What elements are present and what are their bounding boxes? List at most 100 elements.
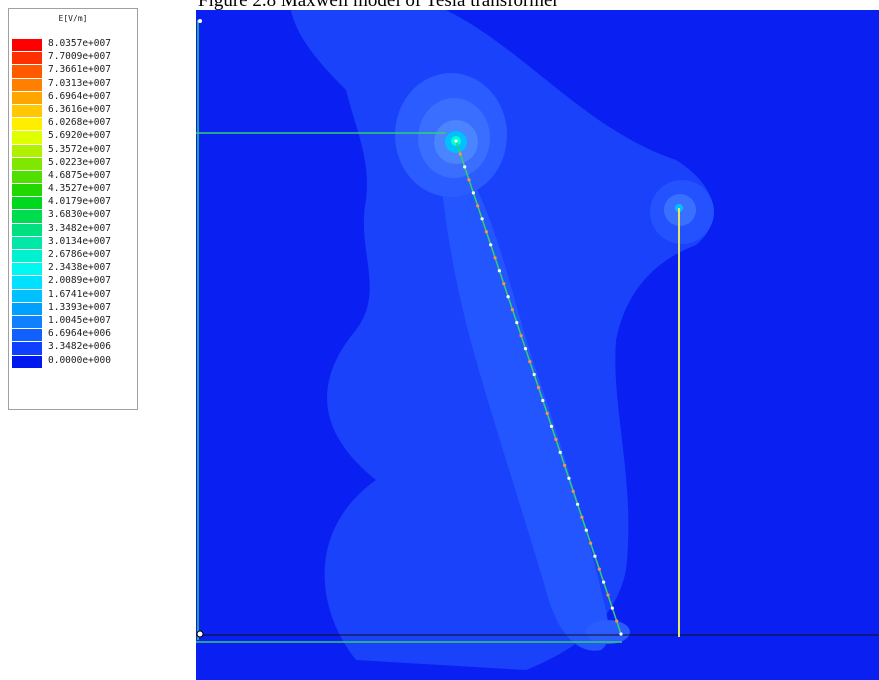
coil-turn: [489, 243, 493, 247]
legend-label: 0.0000e+000: [48, 354, 111, 366]
legend-title: E[V/m]: [58, 14, 88, 23]
figure-caption: Figure 2.8 Maxwell model of Tesla transf…: [198, 0, 559, 11]
coil-turn: [497, 269, 501, 273]
legend-label: 1.3393e+007: [48, 301, 111, 313]
legend-label: 4.3527e+007: [48, 183, 111, 195]
legend-label: 5.6920e+007: [48, 130, 111, 142]
legend-swatch: [12, 39, 42, 52]
coil-turn: [502, 282, 506, 286]
field-plot[interactable]: [196, 10, 879, 680]
coil-turn: [463, 165, 467, 169]
coil-turn: [589, 541, 593, 545]
coil-turn: [576, 502, 580, 506]
legend-label: 5.3572e+007: [48, 143, 111, 155]
field-plot-svg: [196, 10, 879, 670]
coil-turn: [602, 580, 606, 584]
coil-turn: [519, 334, 523, 338]
legend-swatch: [12, 91, 42, 104]
coil-turn: [523, 347, 528, 351]
legend-label: 4.6875e+007: [48, 169, 111, 181]
coil-turn: [580, 515, 584, 519]
legend-label: 4.0179e+007: [48, 196, 111, 208]
legend-label: 1.0045e+007: [48, 314, 111, 326]
legend-swatch: [12, 65, 42, 78]
legend-swatch: [12, 263, 42, 276]
legend-label: 3.6830e+007: [48, 209, 111, 221]
coil-turn: [454, 139, 458, 143]
legend-swatch: [12, 78, 42, 91]
coil-turn: [619, 632, 623, 636]
coil-turn: [567, 476, 571, 480]
coil-turn: [536, 385, 541, 390]
coil-turn: [493, 256, 497, 260]
legend-swatch: [12, 223, 42, 236]
coil-turn: [593, 554, 597, 558]
legend-label: 3.0134e+007: [48, 235, 111, 247]
coil-turn: [484, 230, 488, 234]
coil-turn: [510, 308, 514, 312]
legend-label: 8.0357e+007: [48, 38, 111, 49]
legend-swatch: [12, 289, 42, 302]
origin-marker: [196, 630, 204, 638]
legend-label: 6.6964e+007: [48, 90, 111, 102]
coil-turn: [528, 360, 532, 364]
legend-label: 6.3616e+007: [48, 103, 111, 115]
legend-swatch: [12, 118, 42, 131]
legend-label: 1.6741e+007: [48, 288, 111, 300]
top-marker: [198, 19, 202, 23]
coil-turn: [549, 424, 554, 428]
coil-turn: [606, 593, 610, 597]
coil-turn: [532, 372, 536, 377]
coil-turn: [545, 411, 549, 415]
coil-turn: [480, 217, 484, 221]
legend-label: 5.0223e+007: [48, 156, 111, 168]
contour-base: [586, 620, 630, 644]
legend-swatch: [12, 342, 42, 355]
legend-label: 6.0268e+007: [48, 117, 111, 129]
legend-label: 3.3482e+007: [48, 222, 111, 234]
coil-turn: [467, 178, 471, 182]
legend-label: 6.6964e+006: [48, 328, 111, 340]
field-legend: E[V/m] 8.0357e+007 7.7009e+007 7.3661e+007…: [8, 8, 138, 410]
legend-label: 2.6786e+007: [48, 249, 111, 260]
legend-swatch: [12, 329, 42, 342]
legend-swatch: [12, 210, 42, 223]
coil-turn: [458, 152, 462, 156]
coil-turn: [506, 295, 510, 299]
legend-swatch: [12, 197, 42, 210]
legend-swatch: [12, 131, 42, 144]
legend-swatch: [12, 302, 42, 315]
legend-swatch: [12, 250, 42, 263]
coil-turn: [471, 191, 475, 195]
legend-label: 7.3661e+007: [48, 64, 111, 76]
coil-turn: [597, 567, 601, 571]
legend-label: 7.7009e+007: [48, 51, 111, 63]
coil-turn: [584, 528, 588, 532]
legend-swatch: [12, 52, 42, 65]
legend-swatch: [12, 184, 42, 197]
coil-turn: [515, 321, 519, 325]
legend-swatch: [12, 276, 42, 289]
legend-swatches: [12, 39, 42, 369]
coil-turn: [554, 437, 558, 441]
legend-label: 7.0313e+007: [48, 77, 111, 89]
legend-label: 2.0089e+007: [48, 275, 111, 287]
coil-turn: [610, 606, 614, 610]
legend-swatch: [12, 355, 42, 368]
coil-turn: [541, 398, 545, 403]
legend-labels: 8.0357e+007 7.7009e+007 7.3661e+007 7.0313e…: [48, 39, 111, 369]
coil-turn: [558, 450, 562, 454]
field-region-inner: [411, 105, 609, 651]
coil-turn: [571, 489, 575, 493]
legend-swatch: [12, 236, 42, 249]
legend-swatch: [12, 315, 42, 329]
legend-label: 3.3482e+006: [48, 341, 111, 353]
legend-swatch: [12, 104, 42, 118]
coil-turn: [476, 204, 480, 208]
legend-swatch: [12, 144, 42, 157]
legend-label: 2.3438e+007: [48, 262, 111, 274]
coil-turns: [454, 139, 623, 636]
coil-turn: [563, 463, 567, 467]
coil-turn: [615, 619, 619, 623]
legend-swatch: [12, 157, 42, 170]
